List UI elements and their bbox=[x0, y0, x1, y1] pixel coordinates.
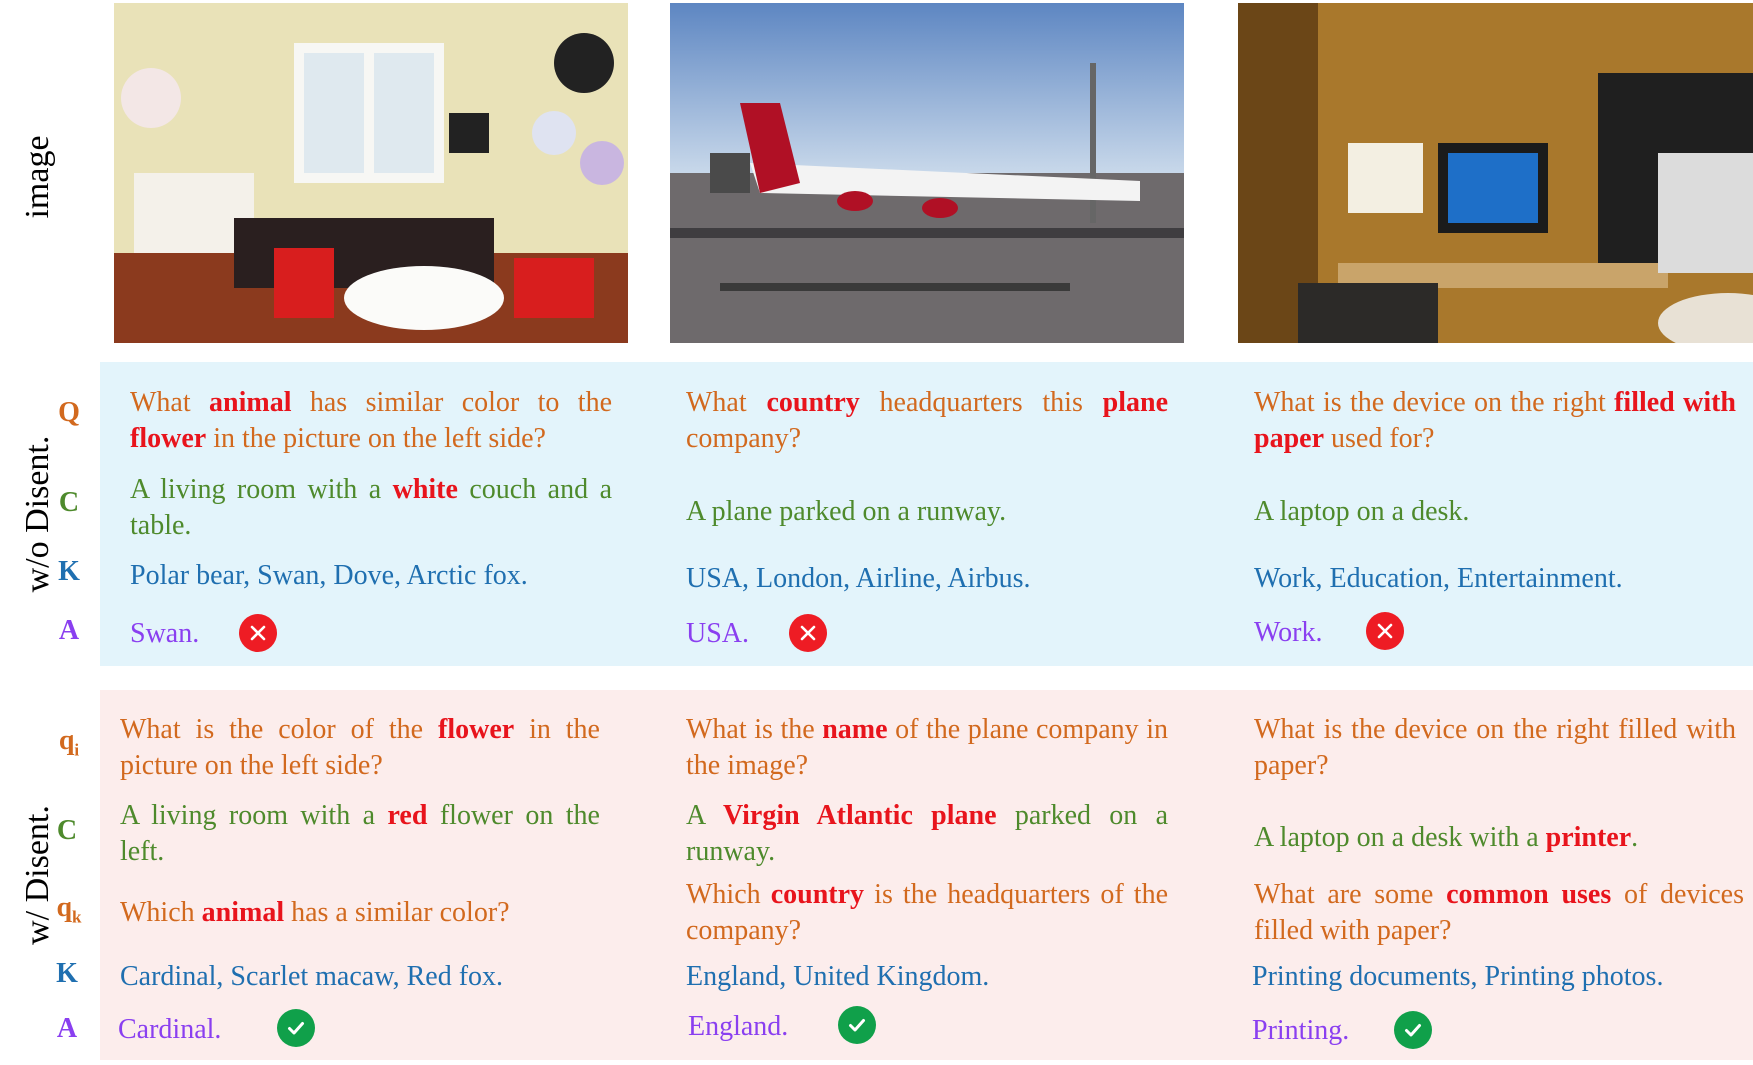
knowledge: Printing documents, Printing photos. bbox=[1252, 961, 1664, 992]
cross-icon bbox=[789, 614, 827, 652]
caption: A living room with a white couch and a t… bbox=[130, 474, 612, 541]
knowledge: England, United Kingdom. bbox=[686, 961, 990, 992]
knowledge: Polar bear, Swan, Dove, Arctic fox. bbox=[130, 560, 528, 591]
airplane-photo bbox=[670, 3, 1184, 343]
cross-icon bbox=[1366, 612, 1404, 650]
question-knowledge: What are some common uses of devices fil… bbox=[1254, 879, 1744, 946]
tag-c: C bbox=[58, 487, 80, 518]
knowledge: USA, London, Airline, Airbus. bbox=[686, 563, 1031, 594]
tag-a-disent: A bbox=[56, 1013, 78, 1044]
question-image: What is the color of the flower in the p… bbox=[120, 714, 600, 781]
caption: A laptop on a desk with a printer. bbox=[1254, 822, 1639, 853]
knowledge: Cardinal, Scarlet macaw, Red fox. bbox=[120, 961, 504, 992]
check-icon bbox=[277, 1009, 315, 1047]
caption: A Virgin Atlantic plane parked on a runw… bbox=[686, 800, 1168, 867]
living-room-photo bbox=[114, 3, 628, 343]
answer: Printing. bbox=[1252, 1015, 1350, 1046]
question-knowledge: Which animal has a similar color? bbox=[120, 897, 510, 928]
row-label-image: image bbox=[19, 135, 56, 219]
question-knowledge: Which country is the headquarters of the… bbox=[686, 879, 1168, 946]
answer: Cardinal. bbox=[118, 1014, 222, 1045]
answer: Swan. bbox=[130, 618, 200, 649]
tag-k-disent: K bbox=[56, 958, 78, 989]
question: What is the device on the right filled w… bbox=[1254, 387, 1736, 454]
question-image: What is the device on the right filled w… bbox=[1254, 714, 1736, 781]
answer: Work. bbox=[1254, 617, 1323, 648]
tag-c-disent: C bbox=[56, 815, 78, 846]
caption: A plane parked on a runway. bbox=[686, 496, 1007, 527]
tag-q: Q bbox=[58, 397, 80, 428]
tag-k: K bbox=[58, 556, 80, 587]
desk-laptop-photo bbox=[1238, 3, 1753, 343]
check-icon bbox=[1394, 1011, 1432, 1049]
caption: A laptop on a desk. bbox=[1254, 496, 1470, 527]
question-image: What is the name of the plane company in… bbox=[686, 714, 1168, 781]
caption: A living room with a red flower on the l… bbox=[120, 800, 600, 867]
tag-a: A bbox=[58, 615, 80, 646]
knowledge: Work, Education, Entertainment. bbox=[1254, 563, 1623, 594]
check-icon bbox=[838, 1006, 876, 1044]
tag-qi: qi bbox=[58, 725, 80, 760]
answer: England. bbox=[688, 1011, 789, 1042]
answer: USA. bbox=[686, 618, 750, 649]
question: What animal has similar color to the flo… bbox=[130, 387, 612, 454]
tag-qk: qk bbox=[56, 892, 82, 927]
question: What country headquarters this plane com… bbox=[686, 387, 1168, 454]
with-disentangle-panel bbox=[100, 690, 1753, 1060]
without-disentangle-panel bbox=[100, 362, 1753, 666]
cross-icon bbox=[239, 614, 277, 652]
